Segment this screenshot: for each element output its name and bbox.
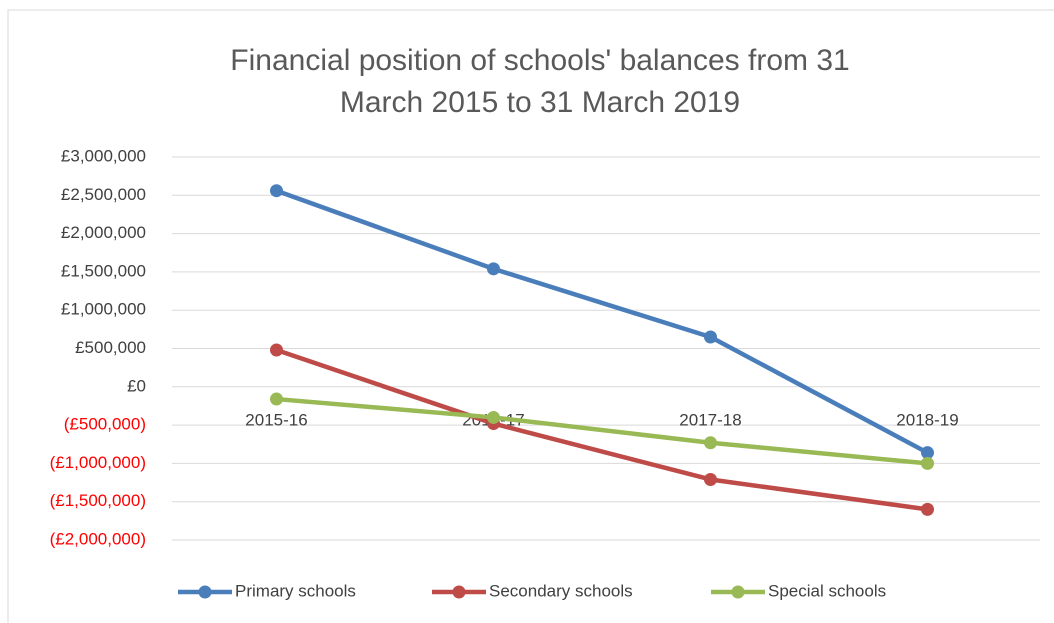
x-tick-label: 2018-19: [896, 410, 958, 429]
data-point: [921, 446, 934, 460]
y-tick-label: £3,000,000: [61, 146, 146, 165]
data-point: [704, 472, 717, 486]
y-tick-label: (£1,000,000): [50, 453, 146, 472]
x-tick-label: 2017-18: [679, 410, 741, 429]
series-line: [276, 396, 928, 466]
legend-marker: [731, 585, 745, 599]
y-tick-label: (£1,500,000): [50, 491, 146, 510]
y-tick-label: £500,000: [75, 338, 146, 357]
y-tick-label: £0: [127, 376, 146, 395]
data-point: [704, 330, 717, 344]
y-tick-label: £1,500,000: [61, 261, 146, 280]
series-line: [275, 188, 929, 455]
data-point: [921, 502, 934, 516]
data-point: [704, 436, 717, 450]
y-tick-label: £2,000,000: [61, 223, 146, 242]
chart-border: [7, 9, 1054, 623]
legend-marker: [452, 585, 466, 599]
chart-title: Financial position of schools' balances …: [230, 44, 850, 119]
data-point: [270, 392, 283, 406]
y-tick-label: (£500,000): [64, 415, 146, 434]
legend-label: Primary schools: [235, 581, 356, 600]
data-point: [487, 410, 500, 424]
series-line: [275, 347, 928, 512]
y-tick-label: £1,000,000: [61, 300, 146, 319]
data-point: [270, 184, 283, 198]
legend-label: Special schools: [768, 581, 886, 600]
data-point: [921, 456, 934, 470]
x-tick-label: 2015-16: [245, 410, 307, 429]
data-point: [270, 343, 283, 357]
legend-marker: [198, 585, 212, 599]
legend-label: Secondary schools: [489, 581, 633, 600]
y-tick-label: £2,500,000: [61, 185, 146, 204]
y-tick-label: (£2,000,000): [50, 529, 146, 548]
data-point: [487, 262, 500, 276]
